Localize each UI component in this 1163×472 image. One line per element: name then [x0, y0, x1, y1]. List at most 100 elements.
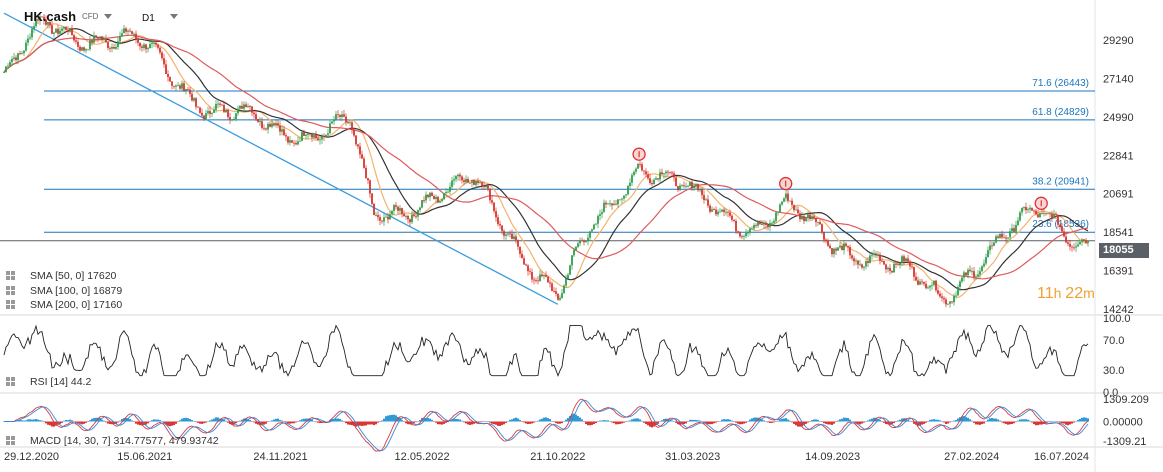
candle-body [149, 43, 151, 49]
macd-histogram-bar [355, 421, 357, 427]
legend-macd[interactable]: MACD [14, 30, 7] 314.77577, 479.93742 [6, 435, 219, 447]
candle-body [965, 272, 967, 276]
candle-body [261, 121, 263, 128]
candle-body [459, 174, 461, 177]
legend-sma100[interactable]: SMA [100, 0] 16879 [6, 285, 122, 297]
candle-body [673, 173, 675, 178]
candle-body [985, 257, 987, 264]
macd-histogram-bar [417, 421, 419, 422]
timeframe-selector[interactable]: D1 [142, 13, 155, 24]
indicator-settings-icon[interactable] [6, 436, 24, 446]
x-tick-label: 27.02.2024 [944, 451, 999, 463]
macd-histogram-bar [407, 421, 409, 425]
candle-body [455, 176, 457, 180]
macd-histogram-bar [951, 421, 953, 422]
timeframe-dropdown-icon[interactable] [170, 14, 178, 19]
candle-body [251, 106, 253, 113]
candle-body [317, 138, 319, 141]
candle-body [877, 254, 879, 256]
macd-histogram-bar [779, 419, 781, 422]
timer-hours: 11 [1037, 285, 1054, 302]
candle-body [105, 39, 107, 43]
macd-histogram-bar [577, 416, 579, 422]
candle-body [345, 116, 347, 123]
symbol-dropdown-icon[interactable] [104, 14, 112, 19]
macd-histogram-bar [555, 421, 557, 424]
macd-histogram-bar [751, 418, 753, 422]
indicator-settings-icon[interactable] [6, 271, 24, 281]
macd-histogram-bar [281, 420, 283, 422]
candle-body [475, 180, 477, 185]
macd-histogram-bar [857, 421, 859, 424]
downtrend-line [3, 12, 559, 305]
indicator-settings-icon[interactable] [6, 286, 24, 296]
macd-histogram-bar [815, 419, 817, 422]
candle-body [491, 200, 493, 203]
candle-body [983, 263, 985, 267]
candle-body [349, 122, 351, 124]
macd-histogram-bar [273, 419, 275, 422]
macd-histogram-bar [679, 421, 681, 425]
symbol-title[interactable]: HK.cash [24, 9, 77, 24]
candle-body [829, 245, 831, 249]
candle-body [27, 38, 29, 43]
macd-histogram-bar [211, 419, 213, 422]
macd-histogram-bar [665, 418, 667, 422]
indicator-settings-icon[interactable] [6, 377, 24, 387]
macd-histogram-bar [347, 421, 349, 425]
candle-body [255, 114, 257, 120]
candle-body [437, 196, 439, 203]
legend-rsi[interactable]: RSI [14] 44.2 [6, 376, 91, 388]
x-tick-label: 31.03.2023 [665, 451, 720, 463]
candle-body [363, 158, 365, 168]
macd-histogram-bar [825, 421, 827, 424]
macd-histogram-bar [343, 421, 345, 422]
macd-histogram-bar [115, 421, 117, 424]
candle-body [613, 203, 615, 206]
candle-body [797, 209, 799, 214]
macd-histogram-bar [873, 417, 875, 422]
candle-body [973, 271, 975, 278]
legend-sma50[interactable]: SMA [50, 0] 17620 [6, 270, 116, 282]
candle-body [325, 134, 327, 137]
macd-histogram-bar [131, 420, 133, 422]
candle-body [487, 185, 489, 189]
macd-histogram-bar [961, 416, 963, 422]
candle-body [277, 123, 279, 126]
macd-histogram-bar [827, 421, 829, 425]
candle-body [931, 284, 933, 286]
macd-histogram-bar [291, 421, 293, 424]
rsi-line [3, 324, 1089, 377]
macd-histogram-bar [1063, 421, 1065, 424]
macd-histogram-bar [761, 419, 763, 422]
macd-histogram-bar [603, 420, 605, 422]
macd-histogram-bar [227, 421, 229, 423]
candle-body [331, 121, 333, 124]
candle-body [71, 27, 73, 36]
candle-body [855, 260, 857, 262]
macd-histogram-bar [395, 415, 397, 422]
candle-body [969, 269, 971, 272]
indicator-settings-icon[interactable] [6, 300, 24, 310]
candle-body [981, 266, 983, 272]
candle-body [687, 185, 689, 187]
candle-body [803, 216, 805, 222]
macd-histogram-bar [197, 421, 199, 423]
candle-body [5, 66, 7, 73]
candle-body [565, 278, 567, 286]
legend-sma200[interactable]: SMA [200, 0] 17160 [6, 299, 122, 311]
candle-body [271, 123, 273, 127]
candle-body [857, 260, 859, 265]
macd-histogram-bar [975, 421, 977, 425]
candle-body [37, 19, 39, 21]
macd-histogram-bar [985, 421, 987, 422]
candle-body [727, 211, 729, 213]
rsi-tick-label: 70.0 [1103, 335, 1124, 347]
macd-histogram-bar [929, 419, 931, 422]
candle-body [185, 89, 187, 91]
candle-body [641, 164, 643, 171]
macd-histogram-bar [979, 421, 981, 425]
macd-histogram-bar [993, 418, 995, 422]
macd-histogram-bar [253, 421, 255, 423]
